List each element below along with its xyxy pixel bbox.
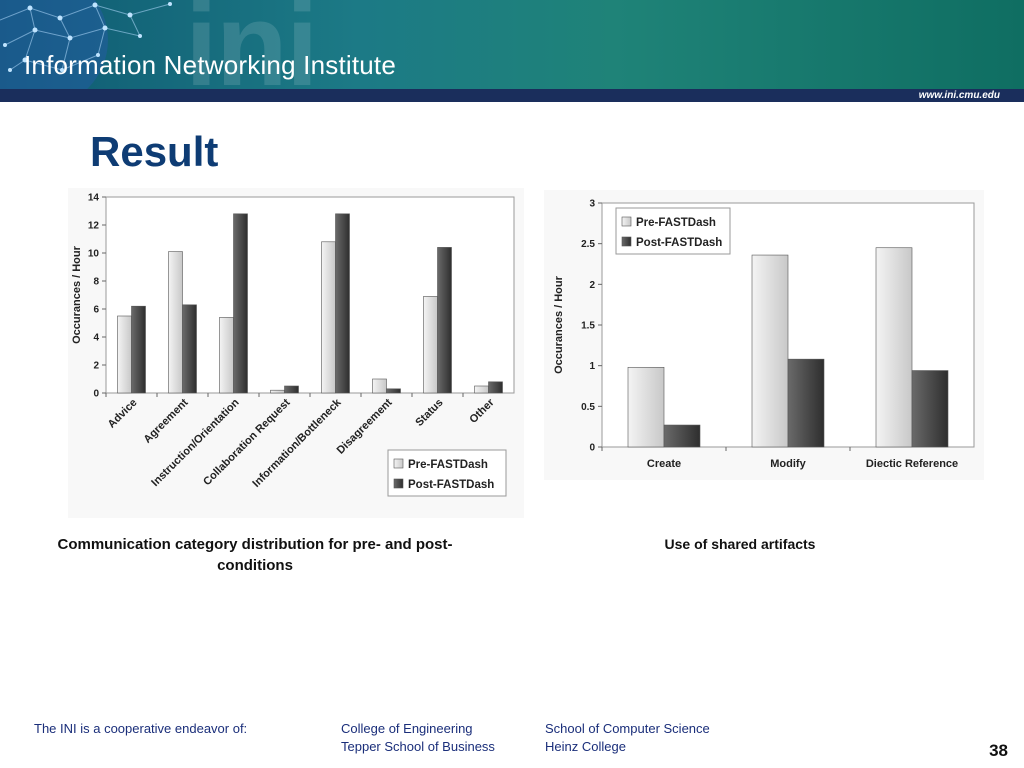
footer-college-tepper: Tepper School of Business (341, 739, 495, 754)
bar-post (911, 370, 949, 448)
legend-swatch-post (393, 478, 404, 489)
bar-pre (270, 389, 285, 394)
y-tick-label: 6 (93, 305, 99, 316)
footer-college-list-2: School of Computer Science Heinz College (545, 720, 710, 756)
legend-swatch-pre (621, 216, 632, 227)
x-tick-label: Information/Bottleneck (250, 396, 344, 490)
y-tick-label: 0.5 (581, 402, 595, 413)
footer-college-scs: School of Computer Science (545, 721, 710, 736)
y-tick-label: 4 (93, 333, 99, 344)
bar-pre (875, 247, 913, 448)
bar-post (488, 381, 503, 394)
bar-pre (423, 296, 438, 394)
bar-post (335, 213, 350, 394)
footer-college-engineering: College of Engineering (341, 721, 473, 736)
x-tick-label: Agreement (141, 396, 190, 445)
bar-pre (751, 254, 789, 448)
bar-pre (627, 366, 665, 448)
chart-legend: Pre-FASTDash Post-FASTDash (387, 449, 507, 497)
x-tick-label: Instruction/Orientation (149, 396, 242, 489)
legend-box (387, 449, 507, 497)
x-tick-label: Other (467, 396, 497, 426)
x-tick-label: Modify (770, 458, 806, 470)
shared-artifacts-chart: 0 0.5 1 1.5 2 2.5 3 Occurances / Hour Create Modi… (544, 190, 984, 480)
header-band (0, 89, 1024, 102)
y-tick-label: 1.5 (581, 321, 595, 332)
x-tick-label: Diectic Reference (866, 458, 958, 470)
x-tick-label: Status (413, 397, 445, 429)
y-tick-label: 3 (589, 199, 595, 210)
bar-pre (168, 251, 183, 394)
bar-post (284, 385, 299, 394)
plot-area (105, 196, 515, 394)
x-tick-label: Advice (106, 397, 140, 431)
bar-post (663, 424, 701, 448)
y-tick-label: 12 (88, 221, 100, 232)
chart-legend: Pre-FASTDash Post-FASTDash (615, 207, 731, 255)
y-tick-label: 0 (93, 389, 99, 400)
bar-pre (321, 241, 336, 394)
bar-post (437, 247, 452, 394)
y-tick-label: 8 (93, 277, 99, 288)
bar-pre (372, 378, 387, 394)
legend-swatch-pre (393, 458, 404, 469)
page-number: 38 (989, 741, 1008, 760)
x-tick-label: Collaboration Request (201, 396, 293, 488)
institute-name: Information Networking Institute (24, 50, 397, 80)
bar-post (182, 304, 197, 394)
bar-pre (219, 317, 234, 394)
y-tick-label: 10 (88, 249, 100, 260)
footer-college-list-1: College of Engineering Tepper School of … (341, 720, 495, 756)
y-tick-label: 1 (589, 361, 595, 372)
chart2-caption: Use of shared artifacts (664, 536, 816, 552)
ini-logo-watermark: ini (185, 0, 319, 92)
footer-intro: The INI is a cooperative endeavor of: (34, 721, 248, 736)
bar-pre (474, 385, 489, 394)
y-tick-label: 2.5 (581, 239, 595, 250)
chart1-caption: Communication category distribution for … (57, 536, 453, 574)
y-tick-label: 2 (589, 280, 595, 291)
header-banner: ini Information Networking Institute (0, 0, 1024, 92)
legend-label: Post-FASTDash (408, 479, 494, 491)
bar-pre (117, 315, 132, 394)
x-tick-label: Disagreement (335, 396, 395, 456)
bar-post (233, 213, 248, 394)
y-axis-label: Occurances / Hour (71, 245, 83, 344)
footer-college-heinz: Heinz College (545, 739, 626, 754)
y-tick-label: 14 (88, 193, 100, 204)
legend-box (615, 207, 731, 255)
x-tick-label: Create (647, 458, 681, 470)
legend-swatch-post (621, 236, 632, 247)
network-globe-graphic (0, 0, 172, 92)
communication-category-chart: 0 2 4 6 8 10 12 14 Occurances / Hour Advice Agreem… (68, 188, 524, 518)
bar-post (787, 358, 825, 448)
y-tick-label: 0 (589, 443, 595, 454)
legend-label: Post-FASTDash (636, 237, 722, 249)
slide-title: Result (90, 128, 219, 175)
legend-label: Pre-FASTDash (636, 217, 716, 229)
legend-label: Pre-FASTDash (408, 459, 488, 471)
y-axis-label: Occurances / Hour (553, 275, 565, 374)
bar-post (131, 305, 146, 394)
y-tick-label: 2 (93, 361, 99, 372)
bar-post (386, 388, 401, 394)
website-link[interactable]: www.ini.cmu.edu (918, 90, 1000, 101)
